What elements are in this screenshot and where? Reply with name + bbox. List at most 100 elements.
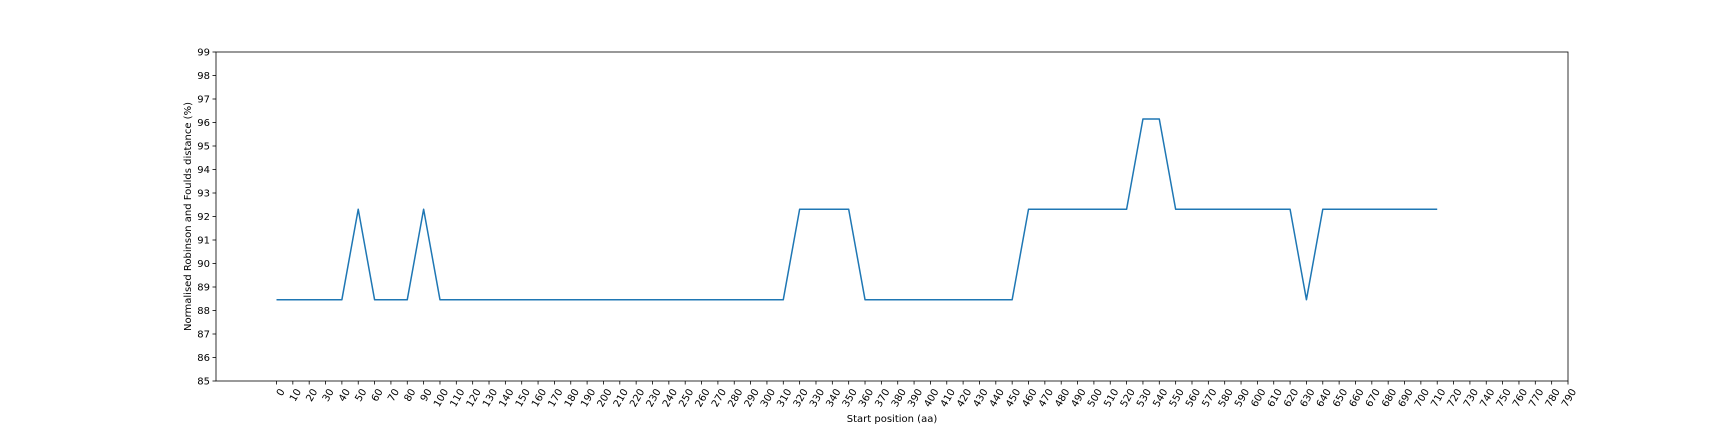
x-axis-label: Start position (aa) (847, 414, 938, 425)
y-tick-label: 97 (197, 95, 210, 106)
x-tick-label: 180 (563, 387, 582, 409)
x-tick-label: 470 (1037, 387, 1056, 409)
x-tick-label: 20 (304, 387, 320, 404)
x-tick-label: 490 (1070, 387, 1089, 409)
x-tick-label: 790 (1560, 387, 1579, 409)
x-tick-label: 500 (1086, 387, 1105, 409)
x-tick-label: 190 (579, 387, 598, 409)
y-tick-label: 91 (197, 236, 210, 247)
y-tick-label: 98 (197, 71, 210, 82)
x-tick-label: 150 (514, 387, 533, 409)
y-tick-label: 86 (197, 353, 210, 364)
y-tick-label: 99 (197, 48, 210, 59)
x-tick-label: 580 (1217, 387, 1236, 409)
x-tick-label: 720 (1446, 387, 1465, 409)
x-tick-label: 290 (743, 387, 762, 409)
x-tick-label: 230 (645, 387, 664, 409)
x-tick-label: 440 (988, 387, 1007, 409)
plot-area-frame (215, 51, 1569, 382)
x-tick-label: 740 (1478, 387, 1497, 409)
x-tick-label: 30 (321, 387, 337, 404)
x-tick-label: 340 (824, 387, 843, 409)
y-tick-label: 94 (197, 165, 210, 176)
x-tick-label: 760 (1511, 387, 1530, 409)
x-tick-label: 530 (1135, 387, 1154, 409)
x-tick-label: 50 (353, 387, 369, 404)
y-tick-label: 90 (197, 259, 210, 270)
x-tick-label: 280 (726, 387, 745, 409)
x-tick-label: 10 (288, 387, 304, 404)
y-axis-ticks: 85 86 87 88 89 90 91 92 93 94 95 96 97 98 99 (197, 48, 216, 388)
x-tick-label: 600 (1249, 387, 1268, 409)
x-tick-label: 460 (1021, 387, 1040, 409)
x-tick-label: 670 (1364, 387, 1383, 409)
y-tick-label: 87 (197, 330, 210, 341)
x-tick-label: 360 (857, 387, 876, 409)
x-tick-label: 300 (759, 387, 778, 409)
x-tick-label: 570 (1200, 387, 1219, 409)
x-tick-label: 140 (497, 387, 516, 409)
y-tick-label: 85 (197, 377, 210, 388)
y-tick-label: 89 (197, 283, 210, 294)
y-tick-label: 88 (197, 306, 210, 317)
x-tick-label: 450 (1004, 387, 1023, 409)
x-tick-label: 780 (1544, 387, 1563, 409)
x-tick-label: 80 (403, 387, 419, 404)
x-tick-label: 750 (1495, 387, 1514, 409)
y-tick-label: 95 (197, 142, 210, 153)
x-tick-label: 250 (677, 387, 696, 409)
x-tick-label: 520 (1119, 387, 1138, 409)
x-tick-label: 60 (370, 387, 386, 404)
x-tick-label: 310 (775, 387, 794, 409)
x-tick-label: 260 (694, 387, 713, 409)
x-tick-label: 730 (1462, 387, 1481, 409)
x-tick-label: 620 (1282, 387, 1301, 409)
y-tick-label: 93 (197, 189, 210, 200)
x-tick-label: 110 (448, 387, 467, 409)
x-tick-label: 210 (612, 387, 631, 409)
x-tick-label: 540 (1151, 387, 1170, 409)
x-tick-label: 560 (1184, 387, 1203, 409)
x-tick-label: 100 (432, 387, 451, 409)
x-tick-label: 590 (1233, 387, 1252, 409)
y-tick-label: 92 (197, 212, 210, 223)
series-line (276, 118, 1438, 301)
x-tick-label: 770 (1527, 387, 1546, 409)
x-tick-label: 640 (1315, 387, 1334, 409)
y-axis-label: Normalised Robinson and Foulds distance … (183, 102, 194, 331)
x-tick-label: 550 (1168, 387, 1187, 409)
x-tick-label: 370 (873, 387, 892, 409)
x-tick-label: 650 (1331, 387, 1350, 409)
x-tick-label: 430 (972, 387, 991, 409)
x-tick-label: 510 (1102, 387, 1121, 409)
x-tick-label: 420 (955, 387, 974, 409)
x-tick-label: 200 (596, 387, 615, 409)
x-tick-label: 380 (890, 387, 909, 409)
x-tick-label: 350 (841, 387, 860, 409)
x-tick-label: 680 (1380, 387, 1399, 409)
x-tick-label: 0 (275, 387, 288, 398)
x-tick-label: 660 (1348, 387, 1367, 409)
x-axis-ticks: 0 10 20 30 40 50 60 70 80 90100110120130140150160… (275, 381, 1579, 409)
x-tick-label: 120 (465, 387, 484, 409)
x-tick-label: 240 (661, 387, 680, 409)
x-tick-label: 710 (1429, 387, 1448, 409)
x-tick-label: 160 (530, 387, 549, 409)
x-tick-label: 400 (922, 387, 941, 409)
x-tick-label: 130 (481, 387, 500, 409)
x-tick-label: 270 (710, 387, 729, 409)
x-tick-label: 70 (386, 387, 402, 404)
x-tick-label: 690 (1397, 387, 1416, 409)
x-tick-label: 480 (1053, 387, 1072, 409)
x-tick-label: 320 (792, 387, 811, 409)
x-tick-label: 390 (906, 387, 925, 409)
x-tick-label: 700 (1413, 387, 1432, 409)
x-tick-label: 330 (808, 387, 827, 409)
x-tick-label: 610 (1266, 387, 1285, 409)
y-tick-label: 96 (197, 118, 210, 129)
x-tick-label: 220 (628, 387, 647, 409)
x-tick-label: 40 (337, 387, 353, 404)
x-tick-label: 630 (1299, 387, 1318, 409)
x-tick-label: 170 (546, 387, 565, 409)
